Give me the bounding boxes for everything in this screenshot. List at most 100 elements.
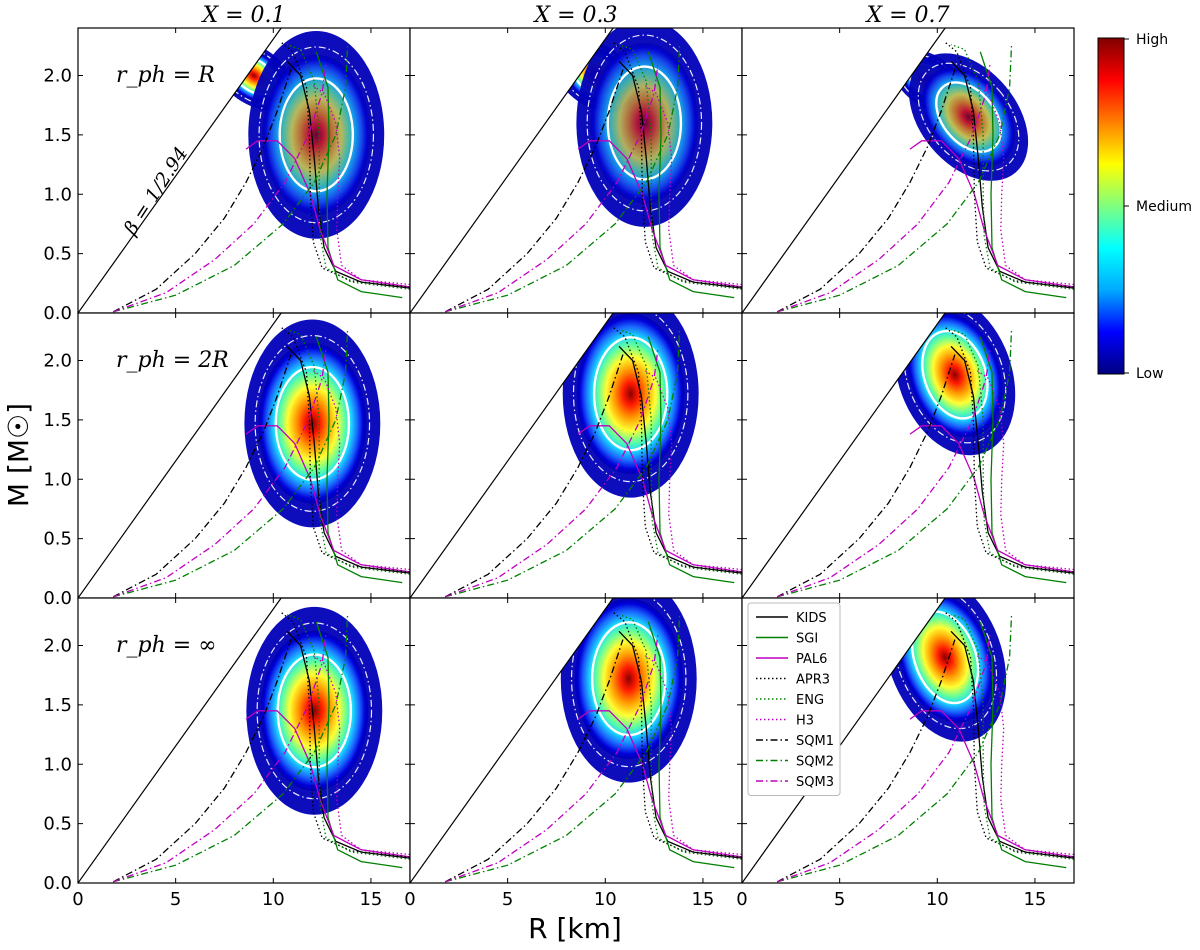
eos-curve-eng bbox=[286, 328, 410, 575]
eos-curve-eng bbox=[950, 328, 1074, 575]
eos-curve-h3 bbox=[312, 369, 410, 571]
eos-curve-sgi bbox=[979, 621, 1067, 869]
contour-2sigma bbox=[893, 598, 998, 730]
eos-curve-sqm2 bbox=[113, 45, 349, 313]
eos-curve-sgi bbox=[315, 336, 403, 584]
eos-curve-sqm2 bbox=[445, 615, 681, 883]
panel-r2-c2 bbox=[409, 312, 743, 599]
eos-curve-pal6 bbox=[577, 425, 742, 573]
eos-curve-sqm2 bbox=[777, 615, 1013, 883]
y-tick-label: 0.0 bbox=[43, 303, 72, 324]
y-tick-label: 0.5 bbox=[43, 814, 72, 835]
colorbar-label-high: High bbox=[1136, 32, 1168, 48]
panel-r1-c3 bbox=[741, 27, 1075, 314]
contour-1sigma bbox=[274, 365, 351, 482]
eos-curve-pal6 bbox=[245, 140, 410, 288]
y-tick-label: 0.0 bbox=[43, 588, 72, 609]
eos-curve-sqm1 bbox=[776, 639, 956, 883]
panel-grid: 0.00.51.01.52.00.00.51.01.52.00 5 10 150.00… bbox=[43, 27, 1075, 910]
eos-curve-sqm1 bbox=[444, 639, 624, 883]
eos-curve-sqm1 bbox=[776, 69, 956, 313]
x-tick-label: 15 bbox=[1023, 889, 1046, 910]
panel-r3-c2: 0 5 10 15 bbox=[404, 597, 743, 910]
x-tick-label: 15 bbox=[359, 889, 382, 910]
eos-curve-kids bbox=[618, 630, 742, 859]
eos-curve-sqm3 bbox=[112, 633, 327, 883]
legend-label-sqm3: SQM3 bbox=[796, 775, 834, 790]
contour-1sigma bbox=[921, 329, 989, 420]
eos-curve-h3 bbox=[976, 369, 1074, 571]
eos-curve-sgi bbox=[979, 51, 1067, 299]
eos-curve-kids bbox=[950, 630, 1074, 859]
beta-line bbox=[742, 598, 946, 883]
eos-curve-h3 bbox=[644, 84, 742, 286]
x-tick-label: 5 bbox=[834, 889, 845, 910]
legend-label-eng: ENG bbox=[796, 693, 824, 708]
eos-curve-pal6 bbox=[577, 710, 742, 858]
contour-1sigma bbox=[590, 621, 667, 737]
eos-curve-sqm3 bbox=[112, 63, 327, 313]
eos-curve-pal6 bbox=[909, 140, 1074, 288]
x-tick-label: 10 bbox=[926, 889, 949, 910]
eos-curve-sqm3 bbox=[444, 633, 659, 883]
legend: KIDS SGI PAL6 APR3 ENG H3 SQM1 SQM2 SQM3 bbox=[747, 602, 841, 796]
panel-frame bbox=[741, 597, 1075, 884]
x-tick-label: 10 bbox=[594, 889, 617, 910]
eos-curve-eng bbox=[618, 328, 742, 575]
eos-curve-kids bbox=[618, 60, 742, 289]
row-label-3: r_ph = ∞ bbox=[116, 633, 217, 658]
eos-curve-pal6 bbox=[245, 425, 410, 573]
contour-2sigma bbox=[258, 46, 375, 224]
contour-2sigma bbox=[256, 622, 373, 800]
contour-1sigma bbox=[606, 65, 683, 181]
eos-curve-sqm3 bbox=[776, 63, 991, 313]
eos-curve-eng bbox=[618, 43, 742, 290]
eos-curve-eng bbox=[286, 43, 410, 290]
y-tick-label: 1.5 bbox=[43, 695, 72, 716]
legend-box bbox=[747, 602, 841, 796]
eos-curve-sqm1 bbox=[776, 354, 956, 598]
eos-curve-sqm3 bbox=[112, 348, 327, 598]
x-tick-label: 0 bbox=[72, 889, 83, 910]
eos-curve-sqm2 bbox=[113, 330, 349, 598]
density-blob bbox=[907, 313, 1003, 437]
beta-line bbox=[78, 28, 282, 313]
eos-curve-sqm1 bbox=[112, 69, 292, 313]
contour-1sigma bbox=[278, 77, 355, 193]
eos-curve-sqm1 bbox=[444, 354, 624, 598]
eos-curve-h3 bbox=[976, 84, 1074, 286]
eos-curve-kids bbox=[950, 60, 1074, 289]
panel-r3-c1: 0 5 10 15 0.0 0.5 1.0 1.5 2.0 bbox=[43, 597, 411, 910]
eos-curve-h3 bbox=[976, 654, 1074, 856]
colorbar-label-low: Low bbox=[1136, 366, 1164, 382]
contour-2sigma bbox=[586, 34, 703, 212]
legend-label-h3: H3 bbox=[796, 714, 814, 729]
y-tick-label: 2.0 bbox=[43, 66, 72, 87]
beta-line bbox=[410, 313, 614, 598]
eos-curve-kids bbox=[618, 345, 742, 574]
eos-curve-kids bbox=[286, 345, 410, 574]
panel-r2-c3 bbox=[741, 312, 1075, 599]
y-tick-label: 2.0 bbox=[43, 351, 72, 372]
eos-curve-pal6 bbox=[909, 710, 1074, 858]
legend-label-sgi: SGI bbox=[796, 632, 818, 647]
eos-curve-h3 bbox=[644, 654, 742, 856]
row-label-1: r_ph = R bbox=[116, 63, 215, 88]
eos-curve-eng bbox=[286, 613, 410, 860]
x-axis-label: R [km] bbox=[528, 912, 622, 945]
beta-line bbox=[78, 313, 282, 598]
colorbar-label-medium: Medium bbox=[1136, 199, 1192, 215]
y-axis-label: M [M☉] bbox=[2, 403, 35, 507]
legend-label-sqm2: SQM2 bbox=[796, 755, 834, 770]
colorbar-gradient bbox=[1097, 37, 1125, 375]
beta-line bbox=[410, 28, 614, 313]
eos-curve-sqm2 bbox=[777, 330, 1013, 598]
contour-2sigma bbox=[572, 313, 689, 483]
panel-r1-c2 bbox=[409, 27, 743, 314]
x-tick-label: 5 bbox=[170, 889, 181, 910]
eos-curve-sqm2 bbox=[445, 330, 681, 598]
y-tick-label: 1.0 bbox=[43, 184, 72, 205]
eos-curve-sqm1 bbox=[112, 639, 292, 883]
contour-2sigma bbox=[903, 313, 1007, 444]
